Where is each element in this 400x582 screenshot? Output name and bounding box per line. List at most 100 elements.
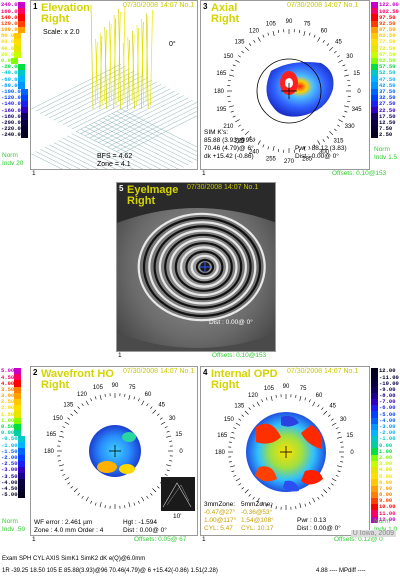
- scale-value: 1.00: [1, 416, 15, 424]
- scale-swatch: [17, 70, 25, 77]
- scale-step: 160.0: [1, 8, 35, 15]
- polar-tick: [133, 502, 136, 506]
- delta-k-value: dk +15.42 (-0.86): [204, 153, 254, 160]
- norm-label: Norm: [374, 518, 390, 525]
- internal-opd-panel[interactable]: 90 105 75 120 60 135 45 150 30 165 15 180 0 4 Intern…: [200, 366, 400, 544]
- scale-value: 92.50: [379, 19, 396, 27]
- axial-map-frame[interactable]: 90 105 75 120 60 135 45 150 30 165 15 180 0 195 345 210…: [200, 0, 370, 170]
- scale-step: 57.50: [371, 63, 400, 71]
- scale-swatch: [371, 473, 378, 480]
- eye-image-panel[interactable]: 5 EyeImage Right 07/30/2008 14:07 No.1 D…: [108, 182, 278, 360]
- polar-tick: [159, 417, 163, 420]
- scale-value: -200.0: [1, 118, 21, 126]
- polar-tick: [342, 64, 346, 67]
- polar-angle-label: 30: [169, 416, 176, 422]
- wf-error-value: WF error : 2.461 µm: [34, 519, 93, 526]
- eye-image-frame[interactable]: 5 EyeImage Right 07/30/2008 14:07 No.1 D…: [116, 182, 276, 352]
- distance-value: Dist : 0.00@ 0°: [209, 319, 253, 326]
- scale-value: 122.00: [379, 1, 399, 9]
- scale-value: 2.50: [1, 398, 15, 406]
- scale-swatch: [371, 423, 378, 430]
- scale-value: 77.50: [379, 38, 396, 46]
- polar-angle-label: 210: [223, 124, 234, 130]
- scale-swatch: [371, 88, 378, 95]
- polar-tick: [57, 460, 61, 462]
- polar-angle-label: 150: [223, 54, 234, 60]
- wavefront-map-frame[interactable]: 90 105 75 120 60 135 45 150 30 165 15 180 0 2 Wavefr…: [30, 366, 198, 536]
- scale-value: -8.00: [379, 392, 396, 400]
- polar-tick: [235, 59, 240, 63]
- bottom-number: 1: [32, 536, 36, 543]
- scale-swatch: [14, 374, 22, 381]
- polar-tick: [275, 506, 277, 510]
- scale-swatch: [14, 417, 22, 424]
- polar-tick: [238, 124, 241, 127]
- panel-title: Elevation: [41, 2, 90, 14]
- scale-swatch: [17, 473, 25, 480]
- placido-ring: [190, 254, 219, 280]
- zone-value: Zone = 4.1: [97, 161, 131, 168]
- scale-value: 1.50: [1, 410, 15, 418]
- scale-step: 120.0: [1, 20, 35, 27]
- scale-step: 77.50: [371, 38, 400, 46]
- panel-number: 1: [33, 2, 38, 11]
- scale-step: 3.00: [371, 460, 400, 467]
- polar-tick: [248, 136, 252, 139]
- scale-swatch: [17, 448, 25, 455]
- scale-step: 37.50: [371, 88, 400, 95]
- scale-step: 3.00: [1, 392, 35, 399]
- polar-angle-label: 90: [112, 383, 119, 389]
- polar-tick: [90, 500, 93, 504]
- scale-value: 2.50: [379, 131, 393, 139]
- scale-value: -2.00: [379, 429, 396, 437]
- scale-swatch: [371, 398, 378, 406]
- elevation-panel[interactable]: 240.0 160.0 140.0 120.0 100.0 80.0 60.0 40.0 20.…: [0, 0, 198, 178]
- polar-tick: [337, 431, 341, 434]
- panel-subtitle: Right: [41, 13, 70, 25]
- polar-tick: [244, 410, 249, 415]
- wavefront-map: 90 105 75 120 60 135 45 150 30 165 15 180 0: [44, 383, 195, 511]
- polar-tick: [169, 440, 173, 442]
- scale-swatch: [371, 392, 378, 399]
- scale-value: 140.0: [1, 13, 18, 21]
- polar-tick: [152, 488, 157, 493]
- scale-step: -11.00: [371, 374, 400, 381]
- polar-tick: [104, 393, 106, 397]
- scale-swatch: [17, 14, 25, 21]
- polar-tick: [330, 418, 334, 421]
- bottom-number: 1: [202, 536, 206, 543]
- elevation-spike: [136, 24, 140, 102]
- polar-tick: [58, 435, 64, 438]
- polar-tick: [331, 478, 337, 482]
- polar-tick: [137, 500, 140, 504]
- elevation-spike: [136, 27, 140, 106]
- axial-panel[interactable]: 90 105 75 120 60 135 45 150 30 165 15 180 0 195 345 210…: [200, 0, 400, 178]
- scale-swatch: [371, 368, 378, 375]
- polar-tick: [156, 413, 160, 416]
- elevation-spike: [127, 39, 130, 110]
- scale-swatch: [371, 76, 378, 83]
- scale-value: 62.50: [379, 57, 396, 65]
- mesh-line: [49, 144, 99, 169]
- scale-swatch: [20, 101, 28, 108]
- elevation-map-frame[interactable]: 1 Elevation Right 07/30/2008 14:07 No.1 …: [30, 0, 198, 170]
- polar-tick: [337, 470, 341, 473]
- polar-tick: [322, 139, 325, 142]
- polar-tick: [57, 440, 61, 442]
- polar-tick: [331, 422, 337, 426]
- scale-swatch: [14, 45, 22, 52]
- internal-opd-frame[interactable]: 90 105 75 120 60 135 45 150 30 165 15 180 0 4 Intern…: [200, 366, 370, 536]
- polar-tick: [235, 478, 241, 482]
- scale-value: 2.00: [379, 453, 393, 461]
- sim-k2-value: 70.46 (4.79)@ 6°: [204, 145, 254, 152]
- polar-tick: [303, 145, 306, 151]
- wavefront-panel[interactable]: 5.00 4.50 4.00 3.50 3.00 2.50 2.00 1.50 1.00 0.50…: [0, 366, 198, 544]
- elevation-spike: [141, 18, 144, 106]
- polar-angle-label: 225: [234, 138, 245, 144]
- footer-mpdiff: 4.88 ---- MPdiff ----: [316, 568, 366, 574]
- polar-tick: [231, 431, 235, 434]
- internal-opd-color-scale: 12.00 -11.00 -10.00 -9.00 -8.00 -7.00 -6.00 -5.…: [371, 368, 400, 523]
- placido-ring: [158, 229, 248, 305]
- elevation-spike: [132, 30, 135, 110]
- polar-angle-label: 270: [284, 159, 295, 165]
